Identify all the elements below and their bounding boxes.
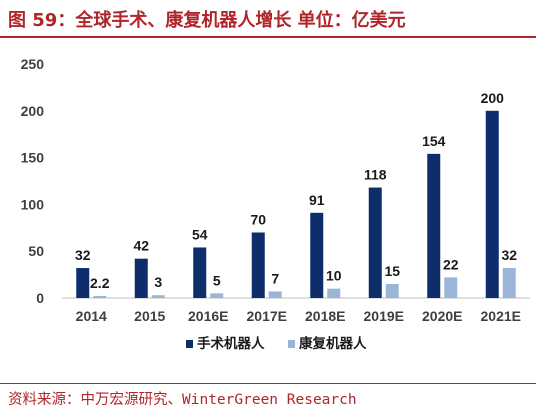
y-tick-label: 50	[28, 243, 44, 259]
data-label: 7	[271, 270, 279, 286]
x-tick-label: 2014	[76, 308, 107, 324]
legend: 手术机器人 康复机器人	[186, 335, 367, 352]
bar-surgical	[134, 258, 148, 298]
y-tick-label: 150	[21, 150, 45, 166]
x-tick-label: 2016E	[188, 308, 228, 324]
data-label: 91	[309, 192, 325, 208]
bar-surgical	[251, 232, 265, 298]
data-label: 2.2	[90, 275, 110, 291]
x-tick-label: 2017E	[247, 308, 287, 324]
x-axis: 2014 2015 2016E 2017E 2018E 2019E 2020E 2021E	[62, 297, 530, 324]
data-label: 32	[75, 247, 91, 263]
x-tick-label: 2021E	[481, 308, 521, 324]
data-label: 10	[326, 268, 342, 284]
y-tick-label: 200	[21, 103, 45, 119]
bar-rehab	[502, 268, 516, 298]
data-label: 22	[443, 256, 459, 272]
legend-label: 康复机器人	[299, 335, 367, 352]
y-tick-label: 100	[21, 196, 45, 212]
data-label: 15	[384, 263, 400, 279]
data-label: 32	[501, 247, 517, 263]
legend-swatch	[288, 340, 295, 348]
data-label: 54	[192, 226, 208, 242]
x-tick-label: 2018E	[305, 308, 345, 324]
bar-surgical	[485, 110, 499, 298]
bar-rehab	[444, 277, 458, 298]
source-divider	[0, 383, 536, 384]
legend-swatch	[186, 340, 193, 348]
bar-rehab	[327, 288, 341, 298]
data-label: 118	[364, 167, 387, 183]
bar-surgical	[368, 187, 382, 298]
data-label: 42	[133, 238, 149, 254]
bar-rehab	[93, 295, 107, 298]
bars: 32 42 54 70 91 118 154 200 2.2 3 5 7 10 15 22 32	[75, 90, 517, 298]
title-divider	[0, 36, 536, 38]
bar-rehab	[210, 293, 224, 298]
bar-surgical	[193, 247, 207, 298]
bar-rehab	[385, 283, 399, 298]
y-tick-label: 0	[36, 290, 44, 306]
source-note: 资料来源：中万宏源研究、WinterGreen Research	[8, 392, 357, 408]
data-label: 200	[481, 90, 505, 106]
x-tick-label: 2020E	[422, 308, 462, 324]
bar-rehab	[151, 295, 165, 298]
bar-surgical	[76, 268, 90, 298]
figure-title: 图 59：全球手术、康复机器人增长 单位：亿美元	[8, 10, 406, 31]
data-label: 3	[154, 274, 162, 290]
x-tick-label: 2015	[134, 308, 165, 324]
bar-rehab	[268, 291, 282, 298]
bar-surgical	[310, 212, 324, 298]
bar-surgical	[427, 153, 441, 298]
data-label: 154	[422, 133, 446, 149]
y-axis: 0 50 100 150 200 250	[21, 56, 45, 306]
data-label: 70	[250, 211, 266, 227]
y-tick-label: 250	[21, 56, 45, 72]
data-label: 5	[213, 272, 221, 288]
legend-label: 手术机器人	[197, 335, 265, 352]
x-tick-label: 2019E	[364, 308, 404, 324]
figure-header: 图 59：全球手术、康复机器人增长 单位：亿美元	[0, 0, 536, 36]
